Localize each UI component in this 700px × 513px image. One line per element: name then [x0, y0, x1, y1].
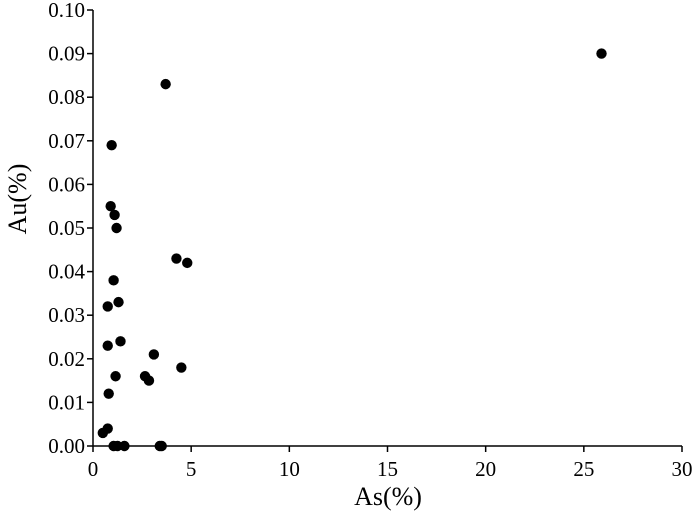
- data-point: [109, 209, 120, 221]
- x-tick-label: 25: [573, 457, 594, 481]
- axes: [92, 10, 682, 447]
- x-tick-label: 20: [475, 457, 496, 481]
- x-tick-label: 10: [279, 457, 300, 481]
- data-point: [111, 222, 122, 234]
- data-point: [97, 427, 109, 439]
- y-tick-label: 0.09: [48, 42, 85, 66]
- data-point: [115, 336, 126, 347]
- y-tick-label: 0.01: [48, 390, 85, 414]
- data-point: [102, 301, 113, 312]
- data-point: [596, 48, 607, 59]
- x-tick-label: 15: [377, 457, 398, 481]
- data-point: [171, 253, 182, 264]
- y-ticks: 0.00 0.01 0.02 0.03 0.04 0.05 0.06 0.07 0.08 0.09…: [48, 0, 93, 458]
- data-point: [160, 78, 171, 90]
- data-point: [108, 275, 119, 286]
- y-tick-label: 0.00: [48, 434, 85, 458]
- x-axis-title: As(%): [354, 482, 422, 511]
- data-point: [148, 349, 160, 360]
- x-tick-label: 30: [672, 457, 693, 481]
- data-point: [102, 340, 113, 351]
- y-tick-label: 0.05: [48, 216, 85, 240]
- y-tick-label: 0.07: [48, 129, 85, 153]
- data-point: [176, 362, 187, 373]
- x-tick-label: 0: [88, 457, 99, 481]
- data-point: [105, 201, 116, 212]
- y-tick-label: 0.10: [48, 0, 85, 22]
- data-point: [103, 388, 114, 399]
- y-tick-label: 0.02: [48, 347, 85, 371]
- data-point: [182, 257, 193, 269]
- y-tick-label: 0.06: [48, 172, 85, 196]
- data-point: [143, 375, 155, 386]
- y-tick-label: 0.04: [48, 260, 85, 284]
- data-point: [156, 440, 167, 452]
- x-tick-label: 5: [186, 457, 197, 481]
- data-point: [119, 440, 130, 452]
- y-axis-title: Au(%): [3, 164, 32, 235]
- y-tick-label: 0.03: [48, 303, 85, 327]
- y-tick-label: 0.08: [48, 85, 85, 109]
- x-ticks: 0 5 10 15 20 25 30: [88, 446, 693, 481]
- data-points: [97, 48, 607, 452]
- data-point: [110, 371, 121, 382]
- data-point: [113, 296, 124, 308]
- data-point: [106, 139, 117, 151]
